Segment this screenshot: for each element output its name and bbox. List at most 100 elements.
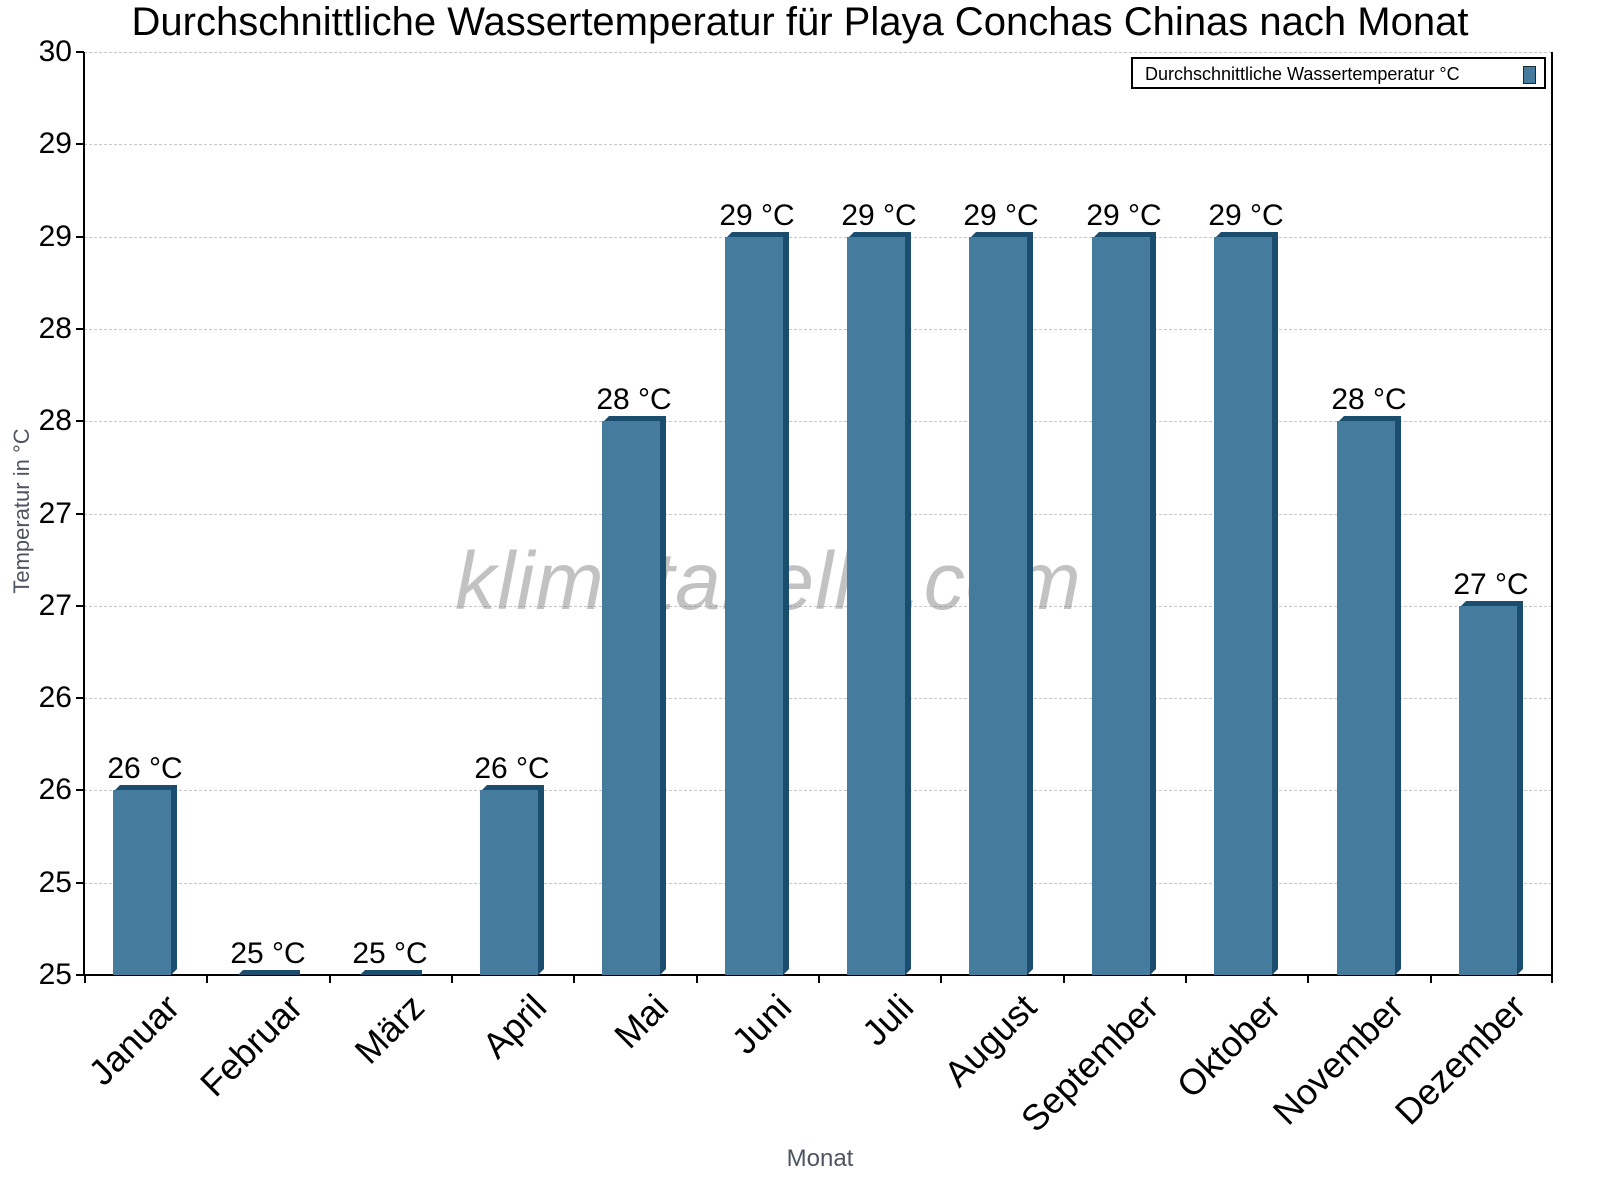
x-tick-label: November: [1264, 986, 1412, 1133]
y-tick-mark: [76, 882, 84, 884]
bar-top-face: [482, 785, 544, 790]
bar-side-face: [660, 417, 666, 975]
y-tick-label: 29: [38, 127, 72, 160]
x-tick-mark: [84, 975, 86, 983]
bar-juni[interactable]: [725, 237, 783, 975]
x-tick-mark: [818, 975, 820, 983]
x-tick-label: Dezember: [1386, 986, 1534, 1133]
y-tick-mark: [76, 974, 84, 976]
y-tick-label: 29: [38, 220, 72, 253]
value-label: 29 °C: [1086, 199, 1162, 232]
legend[interactable]: Durchschnittliche Wassertemperatur °C: [1131, 57, 1546, 89]
bar-august[interactable]: [969, 237, 1027, 975]
bar-januar[interactable]: [113, 790, 171, 975]
bar-dezember[interactable]: [1459, 606, 1517, 975]
x-tick-label: Januar: [80, 986, 188, 1093]
gridline: [84, 144, 1552, 145]
bar-side-face: [171, 786, 177, 975]
x-tick-mark: [940, 975, 942, 983]
x-tick-mark: [1551, 975, 1553, 983]
gridline: [84, 790, 1552, 791]
x-axis-title: Monat: [786, 1145, 854, 1172]
y-axis-title: Temperatur in °C: [9, 428, 34, 594]
x-tick-mark: [573, 975, 575, 983]
value-label: 26 °C: [107, 752, 183, 785]
x-tick-mark: [1430, 975, 1432, 983]
bar-top-face: [1094, 232, 1156, 237]
y-tick-mark: [76, 143, 84, 145]
legend-label: Durchschnittliche Wassertemperatur °C: [1145, 64, 1460, 84]
bar-top-face: [604, 416, 666, 421]
value-label: 26 °C: [474, 752, 550, 785]
y-tick-label: 25: [38, 866, 72, 899]
x-tick-label: März: [346, 986, 433, 1072]
bar-side-face: [1395, 417, 1401, 975]
x-tick-mark: [206, 975, 208, 983]
bar-mai[interactable]: [602, 421, 660, 975]
gridline: [84, 698, 1552, 699]
bar-side-face: [1150, 233, 1156, 975]
value-label: 29 °C: [1208, 199, 1284, 232]
bar-side-face: [783, 233, 789, 975]
value-label: 25 °C: [230, 937, 306, 970]
value-label: 28 °C: [596, 383, 672, 416]
y-tick-label: 26: [38, 681, 72, 714]
bar-side-face: [1027, 233, 1033, 975]
value-label: 25 °C: [352, 937, 428, 970]
bar-side-face: [905, 233, 911, 975]
y-tick-mark: [76, 236, 84, 238]
y-tick-mark: [76, 605, 84, 607]
bar-side-face: [1272, 233, 1278, 975]
y-tick-mark: [76, 697, 84, 699]
x-tick-mark: [451, 975, 453, 983]
x-tick-label: Mai: [606, 986, 677, 1057]
bar-top-face: [971, 232, 1033, 237]
gridline: [84, 606, 1552, 607]
bar-side-face: [1517, 602, 1523, 975]
y-tick-label: 30: [38, 35, 72, 68]
bar-top-face: [727, 232, 789, 237]
x-tick-label: August: [935, 986, 1045, 1095]
value-label: 29 °C: [841, 199, 917, 232]
bar-november[interactable]: [1337, 421, 1395, 975]
bar-top-face: [238, 970, 300, 975]
gridline: [84, 514, 1552, 515]
y-axis-line: [83, 52, 85, 976]
chart-title: Durchschnittliche Wassertemperatur für P…: [131, 0, 1469, 44]
x-tick-mark: [329, 975, 331, 983]
y-tick-label: 28: [38, 404, 72, 437]
gridline: [84, 329, 1552, 330]
bar-top-face: [360, 970, 422, 975]
legend-swatch-icon: [1523, 66, 1536, 84]
gridline: [84, 883, 1552, 884]
value-label: 29 °C: [963, 199, 1039, 232]
y-tick-label: 26: [38, 773, 72, 806]
x-tick-label: Juli: [853, 986, 922, 1054]
gridline: [84, 421, 1552, 422]
bar-top-face: [1339, 416, 1401, 421]
x-tick-mark: [1063, 975, 1065, 983]
x-tick-mark: [696, 975, 698, 983]
y-tick-mark: [76, 513, 84, 515]
bar-april[interactable]: [480, 790, 538, 975]
x-tick-label: April: [474, 986, 555, 1067]
y-tick-mark: [76, 328, 84, 330]
gridline: [84, 237, 1552, 238]
gridline: [84, 52, 1552, 53]
bar-september[interactable]: [1092, 237, 1150, 975]
value-label: 27 °C: [1453, 568, 1529, 601]
y-tick-label: 27: [38, 589, 72, 622]
y-tick-label: 25: [38, 958, 72, 991]
bar-side-face: [538, 786, 544, 975]
y-tick-mark: [76, 51, 84, 53]
x-tick-label: Juni: [723, 986, 800, 1062]
bar-oktober[interactable]: [1214, 237, 1272, 975]
x-tick-label: Februar: [192, 986, 311, 1105]
bar-top-face: [1461, 601, 1523, 606]
y-tick-mark: [76, 420, 84, 422]
y-tick-label: 28: [38, 312, 72, 345]
x-tick-mark: [1185, 975, 1187, 983]
bar-top-face: [115, 785, 177, 790]
bar-juli[interactable]: [847, 237, 905, 975]
y-tick-mark: [76, 789, 84, 791]
